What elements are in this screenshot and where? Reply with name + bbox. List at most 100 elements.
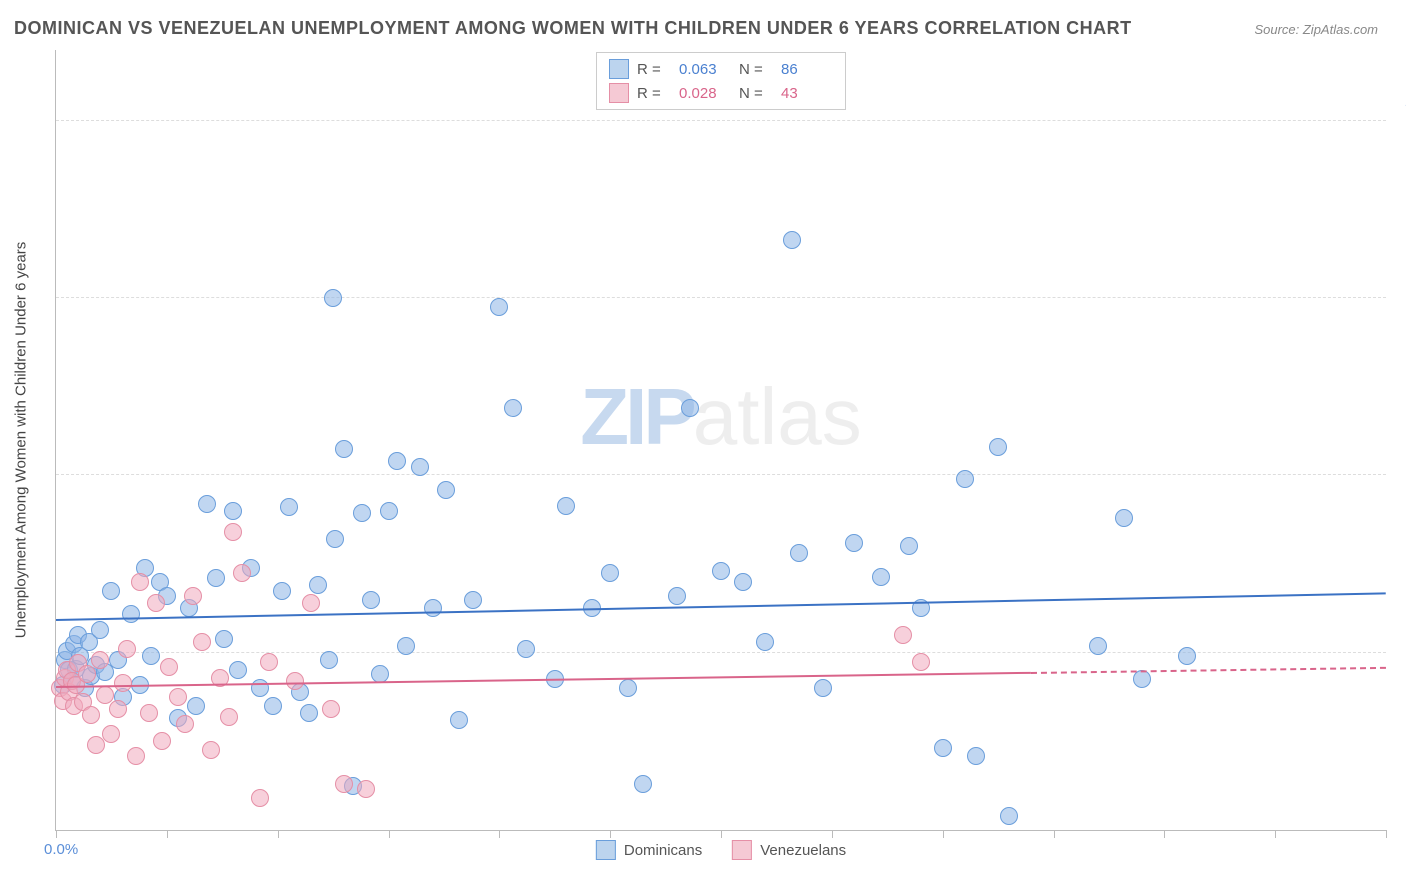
data-point — [251, 789, 269, 807]
data-point — [450, 711, 468, 729]
data-point — [280, 498, 298, 516]
data-point — [300, 704, 318, 722]
data-point — [1089, 637, 1107, 655]
x-tick — [832, 830, 833, 838]
data-point — [215, 630, 233, 648]
data-point — [169, 688, 187, 706]
source-attribution: Source: ZipAtlas.com — [1254, 22, 1378, 37]
data-point — [734, 573, 752, 591]
data-point — [668, 587, 686, 605]
trend-line — [56, 592, 1386, 621]
data-point — [202, 741, 220, 759]
data-point — [335, 440, 353, 458]
data-point — [894, 626, 912, 644]
watermark: ZIPatlas — [580, 371, 861, 463]
data-point — [956, 470, 974, 488]
data-point — [78, 665, 96, 683]
data-point — [264, 697, 282, 715]
x-tick — [610, 830, 611, 838]
data-point — [176, 715, 194, 733]
x-tick — [1164, 830, 1165, 838]
legend-series: Dominicans Venezuelans — [596, 840, 846, 860]
data-point — [756, 633, 774, 651]
x-tick — [1386, 830, 1387, 838]
data-point — [127, 747, 145, 765]
data-point — [326, 530, 344, 548]
data-point — [464, 591, 482, 609]
data-point — [229, 661, 247, 679]
data-point — [322, 700, 340, 718]
data-point — [114, 674, 132, 692]
data-point — [260, 653, 278, 671]
x-tick — [721, 830, 722, 838]
data-point — [122, 605, 140, 623]
data-point — [147, 594, 165, 612]
data-point — [681, 399, 699, 417]
trend-line — [56, 672, 1031, 688]
chart-title: DOMINICAN VS VENEZUELAN UNEMPLOYMENT AMO… — [14, 18, 1132, 39]
data-point — [302, 594, 320, 612]
n-label: N = — [739, 61, 773, 78]
data-point — [353, 504, 371, 522]
data-point — [324, 289, 342, 307]
data-point — [872, 568, 890, 586]
data-point — [153, 732, 171, 750]
data-point — [184, 587, 202, 605]
watermark-rest: atlas — [693, 372, 862, 461]
data-point — [187, 697, 205, 715]
data-point — [207, 569, 225, 587]
data-point — [87, 736, 105, 754]
r-value: 0.028 — [679, 85, 731, 102]
legend-swatch — [596, 840, 616, 860]
data-point — [193, 633, 211, 651]
data-point — [357, 780, 375, 798]
x-tick — [1275, 830, 1276, 838]
data-point — [91, 651, 109, 669]
data-point — [1115, 509, 1133, 527]
data-point — [309, 576, 327, 594]
legend-label: Venezuelans — [760, 842, 846, 859]
data-point — [783, 231, 801, 249]
data-point — [224, 502, 242, 520]
data-point — [601, 564, 619, 582]
data-point — [490, 298, 508, 316]
data-point — [634, 775, 652, 793]
data-point — [424, 599, 442, 617]
data-point — [131, 573, 149, 591]
data-point — [1178, 647, 1196, 665]
data-point — [102, 582, 120, 600]
n-value: 43 — [781, 85, 833, 102]
x-tick — [1054, 830, 1055, 838]
data-point — [335, 775, 353, 793]
data-point — [517, 640, 535, 658]
r-label: R = — [637, 85, 671, 102]
data-point — [320, 651, 338, 669]
x-tick — [943, 830, 944, 838]
legend-label: Dominicans — [624, 842, 702, 859]
y-axis-label: Unemployment Among Women with Children U… — [13, 242, 30, 639]
data-point — [845, 534, 863, 552]
x-tick — [499, 830, 500, 838]
data-point — [251, 679, 269, 697]
gridline — [56, 474, 1386, 475]
data-point — [142, 647, 160, 665]
n-value: 86 — [781, 61, 833, 78]
data-point — [160, 658, 178, 676]
data-point — [967, 747, 985, 765]
legend-swatch — [732, 840, 752, 860]
data-point — [411, 458, 429, 476]
data-point — [362, 591, 380, 609]
data-point — [504, 399, 522, 417]
data-point — [82, 706, 100, 724]
data-point — [619, 679, 637, 697]
data-point — [109, 700, 127, 718]
data-point — [198, 495, 216, 513]
data-point — [1000, 807, 1018, 825]
data-point — [233, 564, 251, 582]
legend-swatch — [609, 59, 629, 79]
r-label: R = — [637, 61, 671, 78]
data-point — [437, 481, 455, 499]
data-point — [814, 679, 832, 697]
data-point — [388, 452, 406, 470]
data-point — [934, 739, 952, 757]
